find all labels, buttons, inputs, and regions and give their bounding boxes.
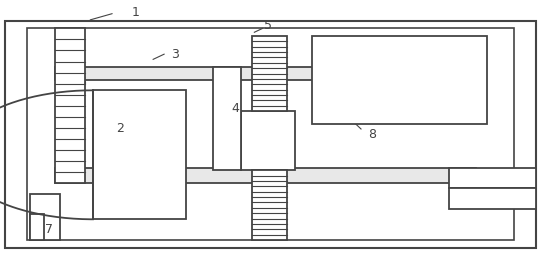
Text: 8: 8 bbox=[368, 128, 376, 141]
Text: 1: 1 bbox=[131, 6, 139, 19]
Text: 7: 7 bbox=[45, 223, 53, 236]
Text: 6: 6 bbox=[78, 76, 86, 89]
Text: 3: 3 bbox=[171, 48, 179, 61]
Bar bbox=[55, 168, 476, 183]
Bar bbox=[93, 90, 186, 219]
Bar bbox=[5, 21, 536, 248]
Bar bbox=[449, 188, 536, 209]
Bar bbox=[241, 111, 295, 170]
Bar bbox=[55, 67, 476, 80]
Text: 4: 4 bbox=[231, 102, 239, 115]
Bar bbox=[30, 194, 60, 240]
Bar bbox=[30, 214, 44, 240]
Bar bbox=[27, 28, 514, 240]
Bar bbox=[252, 36, 287, 111]
Bar bbox=[213, 67, 241, 170]
Text: 2: 2 bbox=[117, 123, 124, 135]
Bar bbox=[449, 168, 536, 188]
Bar bbox=[55, 28, 85, 183]
Bar bbox=[252, 170, 287, 240]
Bar bbox=[312, 36, 487, 124]
Text: 5: 5 bbox=[264, 19, 272, 32]
